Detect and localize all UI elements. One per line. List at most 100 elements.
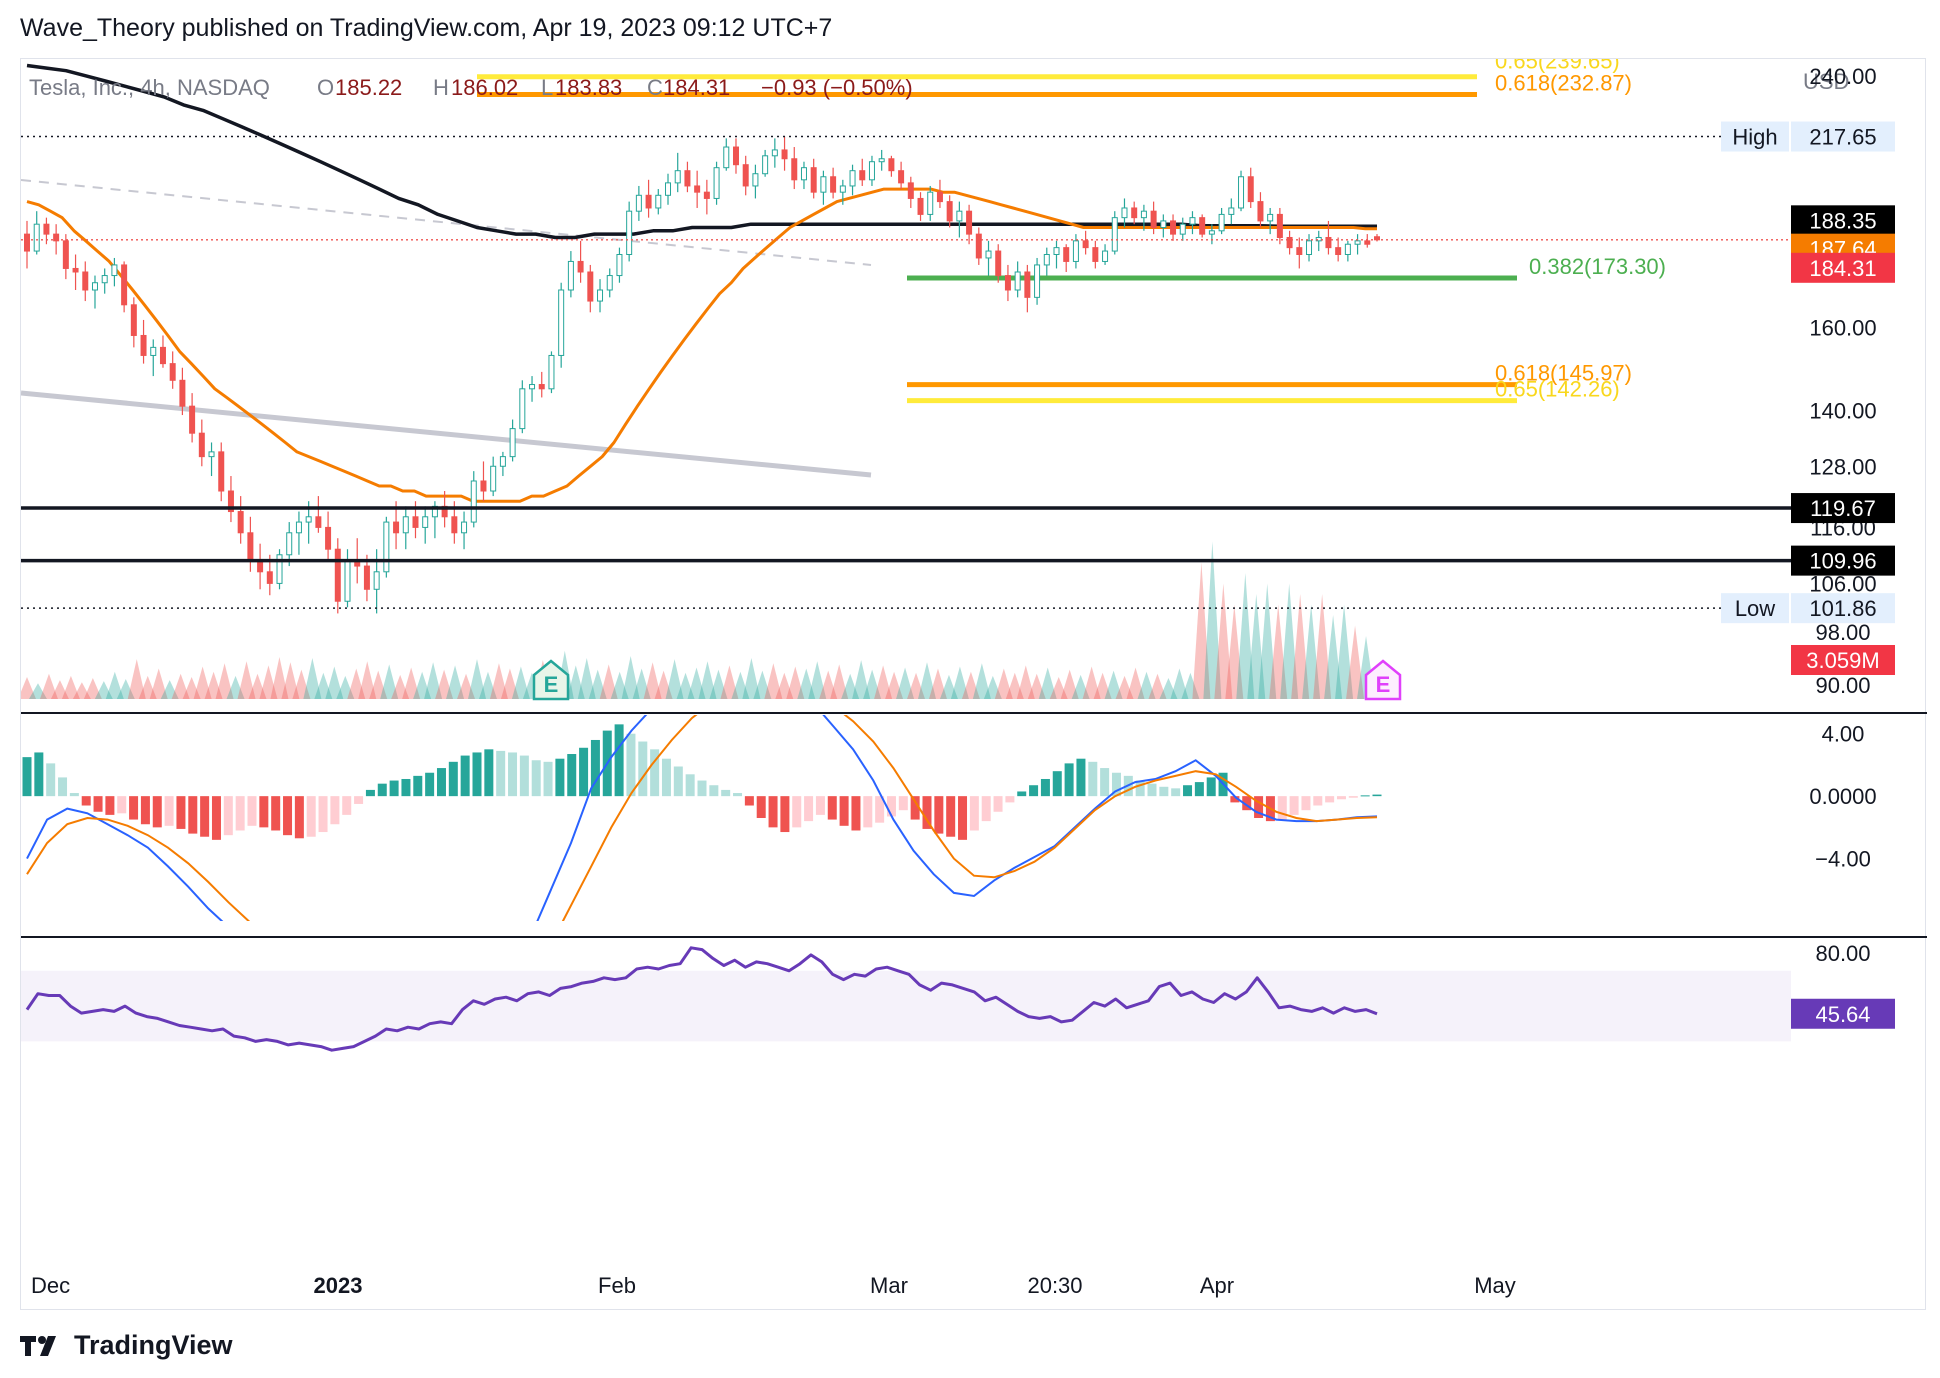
- fib-label-0: 0.65(239.65): [1495, 59, 1620, 74]
- volume-bar-70: [786, 666, 805, 699]
- candle-body-102: [1014, 271, 1021, 291]
- volume-bar-21: [248, 673, 267, 699]
- volume-bar-75: [841, 673, 860, 699]
- macd-hist-bar-90: [1088, 761, 1098, 797]
- volume-bar-34: [391, 674, 410, 699]
- candle-body-54: [548, 354, 555, 390]
- candle-body-64: [645, 194, 652, 209]
- candle-body-19: [208, 451, 215, 458]
- macd-hist-bar-70: [851, 796, 861, 831]
- volume-bar-121: [1346, 625, 1365, 699]
- volume-bar-103: [1148, 673, 1167, 699]
- volume-bar-37: [424, 662, 443, 699]
- candle-body-5: [72, 267, 79, 273]
- candle-body-135: [1335, 247, 1342, 255]
- macd-hist-bar-32: [401, 778, 411, 797]
- candle-body-41: [422, 516, 429, 528]
- candle-body-28: [295, 521, 302, 534]
- price-tick-4: 128.00: [1809, 454, 1876, 479]
- level1-price-tag: 119.67: [1791, 493, 1895, 524]
- candle-body-137: [1354, 240, 1361, 245]
- candle-body-96: [956, 210, 963, 222]
- volume-bar-1: [28, 683, 47, 699]
- volume-bar-50: [566, 665, 585, 699]
- macd-hist-bar-82: [993, 796, 1003, 812]
- candle-body-93: [927, 191, 934, 215]
- candle-body-10: [121, 264, 128, 306]
- high-side-tag-text: High: [1732, 125, 1777, 150]
- macd-hist-bar-104: [1254, 796, 1264, 818]
- candle-body-89: [888, 158, 895, 172]
- candle-body-6: [82, 271, 89, 291]
- volume-bar-60: [676, 672, 695, 699]
- macd-hist-bar-103: [1242, 796, 1252, 811]
- macd-hist-bar-10: [140, 796, 150, 825]
- candle-body-110: [1092, 247, 1099, 262]
- volume-bar-44: [500, 668, 519, 699]
- volume-bar-39: [446, 665, 465, 699]
- macd-hist-bar-113: [1360, 795, 1370, 797]
- time-label-0: Dec: [31, 1273, 70, 1298]
- macd-hist-bar-18: [235, 796, 245, 831]
- volume-bar-12: [149, 668, 168, 699]
- candle-body-27: [286, 532, 293, 556]
- earnings-marker-icon: E: [532, 659, 570, 701]
- high-price-tag-bg: [1791, 121, 1895, 152]
- volume-bar-119: [1324, 615, 1343, 699]
- time-label-4: 20:30: [1027, 1273, 1082, 1298]
- volume-bar-22: [259, 665, 278, 699]
- candle-body-107: [1063, 247, 1070, 262]
- candle-body-114: [1131, 207, 1138, 219]
- candle-body-132: [1306, 240, 1313, 255]
- macd-hist-bar-108: [1301, 796, 1311, 811]
- candle-body-46: [470, 480, 477, 523]
- fib-label-2: 0.382(173.30): [1529, 254, 1666, 279]
- volume-bar-78: [874, 665, 893, 699]
- macd-hist-bar-34: [425, 772, 435, 797]
- candle-body-33: [344, 559, 351, 602]
- candle-body-39: [402, 516, 409, 534]
- macd-hist-bar-59: [721, 789, 731, 797]
- last-price-tag-text: 184.31: [1809, 256, 1876, 281]
- legend-close-value: 184.31: [663, 75, 730, 100]
- tradingview-logo-icon: [20, 1335, 56, 1356]
- trendline-grey-dashed: [21, 179, 872, 266]
- candle-body-95: [946, 201, 953, 222]
- candle-body-14: [159, 346, 166, 365]
- candle-body-69: [694, 185, 701, 193]
- volume-bar-8: [105, 671, 124, 699]
- time-label-3: Mar: [870, 1273, 908, 1298]
- candle-body-123: [1218, 213, 1225, 232]
- macd-hist-bar-78: [946, 796, 956, 837]
- macd-hist-bar-5: [81, 796, 91, 806]
- rsi-band: [21, 970, 1791, 1042]
- volume-bar-82: [918, 662, 936, 699]
- volume-bar-55: [621, 655, 640, 699]
- volume-bar-120: [1335, 604, 1354, 699]
- volume-bar-114: [1269, 604, 1288, 699]
- chart-frame[interactable]: 0.65(239.65) 0.618(232.87) 0.382(173.30) 0.…: [20, 58, 1927, 1311]
- volume-bar-118: [1313, 594, 1332, 699]
- volume-bar-110: [1225, 604, 1244, 699]
- legend-symbol: Tesla, Inc., 4h, NASDAQ: [29, 75, 270, 100]
- candle-body-122: [1208, 230, 1215, 235]
- candle-body-88: [878, 158, 885, 163]
- volume-bar-100: [1115, 675, 1134, 699]
- time-label-6: May: [1474, 1273, 1516, 1298]
- volume-bar-41: [468, 659, 486, 699]
- candle-body-108: [1072, 240, 1079, 262]
- macd-hist-bar-92: [1111, 772, 1121, 797]
- low-side-tag-text: Low: [1735, 596, 1775, 621]
- earnings-marker-shape-0: [532, 659, 570, 701]
- ema-line: [26, 187, 1377, 503]
- macd-hist-bar-41: [508, 752, 518, 797]
- candle-body-111: [1102, 250, 1109, 262]
- macd-hist-bar-64: [780, 796, 790, 833]
- candle-body-100: [995, 250, 1002, 277]
- macd-hist-bar-54: [661, 758, 671, 797]
- macd-hist-bar-40: [496, 750, 506, 797]
- candle-body-127: [1257, 201, 1264, 222]
- candle-body-2: [43, 223, 50, 235]
- chart-svg[interactable]: 0.65(239.65)0.618(232.87) 0.382(173.30) 0.…: [21, 59, 1927, 1311]
- candle-body-121: [1199, 217, 1206, 235]
